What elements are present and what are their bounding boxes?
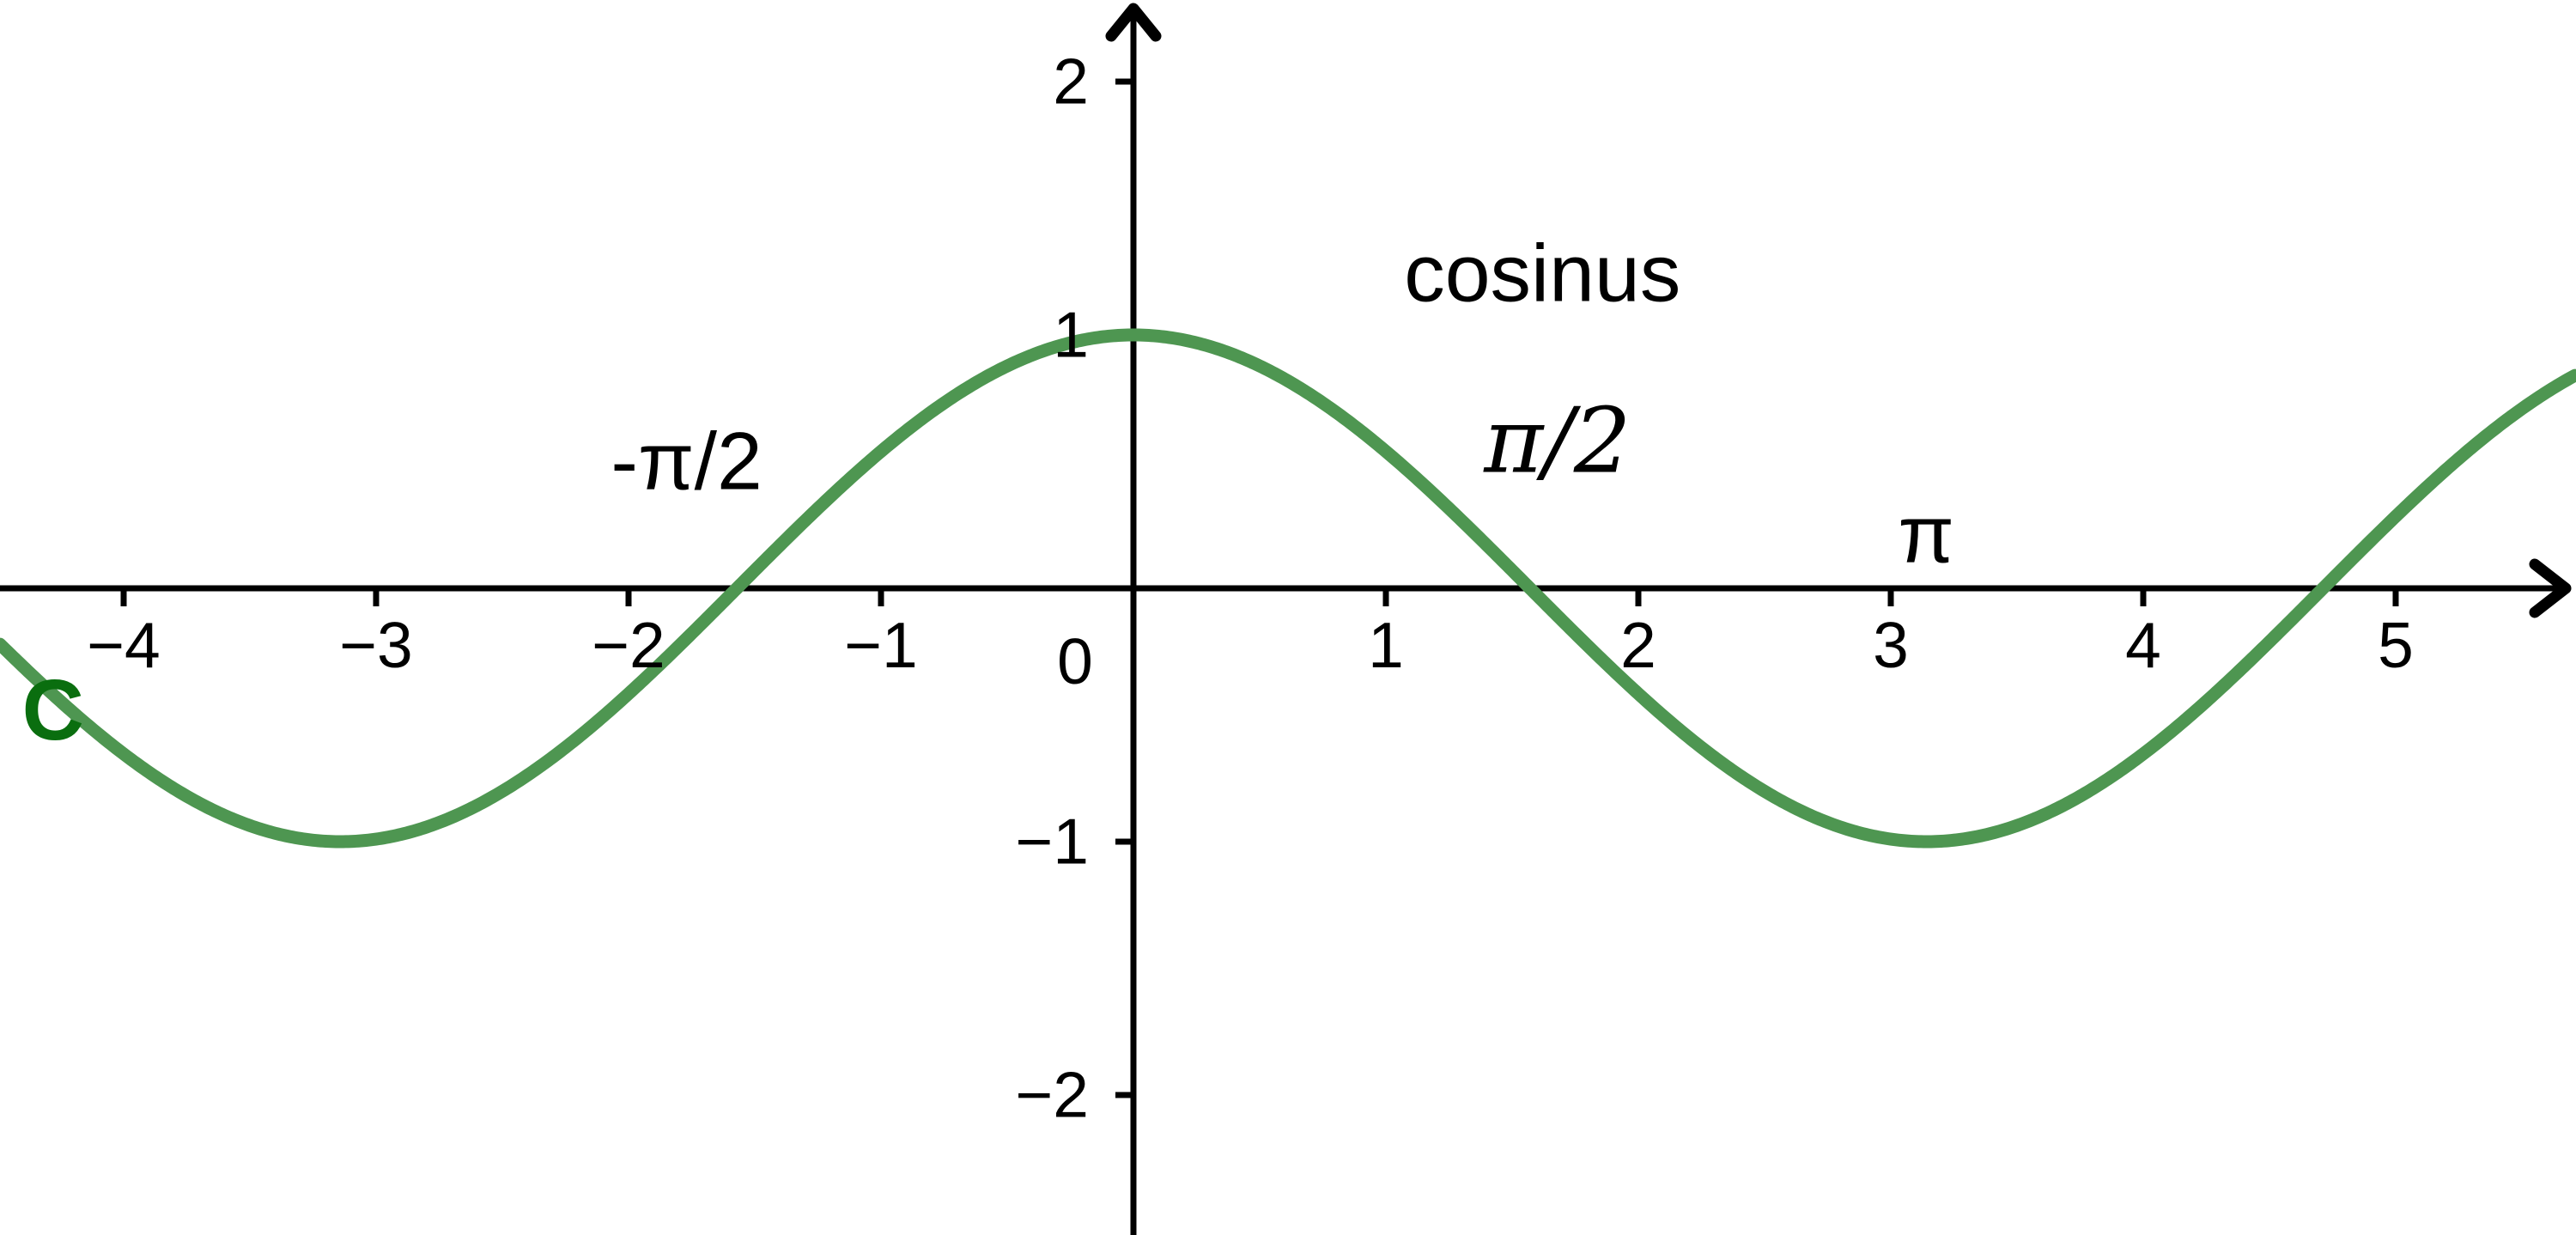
x-tick-label: 1	[1368, 609, 1404, 681]
label-minus-pi-over-2: -π/2	[611, 416, 762, 507]
curve-label-c[interactable]: C	[21, 661, 84, 758]
x-tick-label: −3	[339, 609, 413, 681]
x-tick-label: 4	[2125, 609, 2161, 681]
y-tick-label: 2	[1053, 45, 1089, 118]
y-axis-arrow-icon	[1105, 3, 1162, 42]
x-tick-label: −2	[592, 609, 665, 681]
origin-label: 0	[1057, 625, 1093, 697]
y-tick-label: −2	[1015, 1058, 1089, 1131]
y-tick-label: 1	[1053, 298, 1089, 371]
label-pi-over-2: π/2	[1484, 388, 1631, 494]
x-axis-arrow-icon	[2529, 558, 2572, 618]
x-tick-label: 5	[2378, 609, 2414, 681]
x-tick-label: 3	[1873, 609, 1909, 681]
y-tick-label: −1	[1015, 805, 1089, 878]
x-tick-label: −1	[844, 609, 918, 681]
x-tick-label: 2	[1620, 609, 1656, 681]
label-cosinus: cosinus	[1404, 228, 1681, 319]
x-tick-label: −4	[87, 609, 161, 681]
label-pi: π	[1898, 489, 1954, 581]
cosine-curve[interactable]	[0, 328, 2576, 849]
